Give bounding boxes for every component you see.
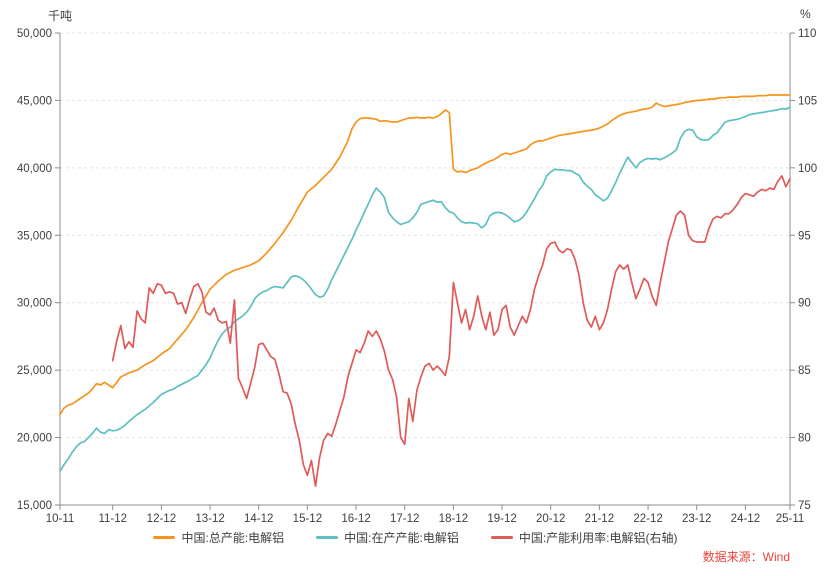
svg-text:90: 90 (798, 298, 811, 310)
svg-text:11-12: 11-12 (98, 513, 127, 525)
svg-text:75: 75 (798, 500, 811, 512)
svg-text:15-12: 15-12 (293, 513, 322, 525)
legend-item-total-capacity: 中国:总产能:电解铝 (153, 529, 284, 546)
svg-text:10-11: 10-11 (46, 513, 75, 525)
svg-text:80: 80 (798, 433, 811, 445)
svg-text:25,000: 25,000 (17, 365, 52, 377)
svg-text:14-12: 14-12 (244, 513, 273, 525)
svg-text:21-12: 21-12 (585, 513, 614, 525)
svg-text:105: 105 (798, 95, 817, 107)
svg-text:13-12: 13-12 (195, 513, 224, 525)
left-axis-unit-label: 千吨 (47, 9, 72, 23)
legend-item-utilization-rate: 中国:产能利用率:电解铝(右轴) (490, 529, 678, 546)
svg-text:45,000: 45,000 (17, 95, 52, 107)
svg-text:20,000: 20,000 (17, 433, 52, 445)
svg-text:95: 95 (798, 230, 811, 242)
legend-label-utilization-rate: 中国:产能利用率:电解铝(右轴) (518, 531, 678, 545)
legend: 中国:总产能:电解铝 中国:在产产能:电解铝 中国:产能利用率:电解铝(右轴) (0, 529, 831, 546)
svg-text:17-12: 17-12 (390, 513, 419, 525)
svg-text:19-12: 19-12 (487, 513, 516, 525)
svg-text:22-12: 22-12 (633, 513, 662, 525)
svg-text:15,000: 15,000 (17, 500, 52, 512)
legend-item-operating-capacity: 中国:在产产能:电解铝 (316, 529, 459, 546)
legend-label-total-capacity: 中国:总产能:电解铝 (181, 531, 285, 545)
svg-text:25-11: 25-11 (776, 513, 805, 525)
svg-text:100: 100 (798, 163, 817, 175)
svg-text:18-12: 18-12 (439, 513, 468, 525)
legend-swatch-teal (316, 536, 339, 539)
legend-swatch-red (490, 536, 513, 539)
svg-text:50,000: 50,000 (17, 28, 52, 40)
right-axis-unit-label: % (800, 7, 811, 21)
svg-text:110: 110 (798, 28, 816, 40)
legend-swatch-orange (153, 536, 176, 539)
svg-text:24-12: 24-12 (731, 513, 760, 525)
svg-text:85: 85 (798, 365, 811, 377)
svg-text:40,000: 40,000 (17, 163, 52, 175)
svg-text:12-12: 12-12 (147, 513, 176, 525)
svg-text:30,000: 30,000 (17, 298, 52, 310)
svg-text:35,000: 35,000 (17, 230, 52, 242)
svg-text:23-12: 23-12 (682, 513, 711, 525)
svg-text:16-12: 16-12 (341, 513, 370, 525)
legend-label-operating-capacity: 中国:在产产能:电解铝 (344, 531, 459, 545)
data-source-label: 数据来源：Wind (702, 550, 790, 564)
svg-text:20-12: 20-12 (536, 513, 565, 525)
